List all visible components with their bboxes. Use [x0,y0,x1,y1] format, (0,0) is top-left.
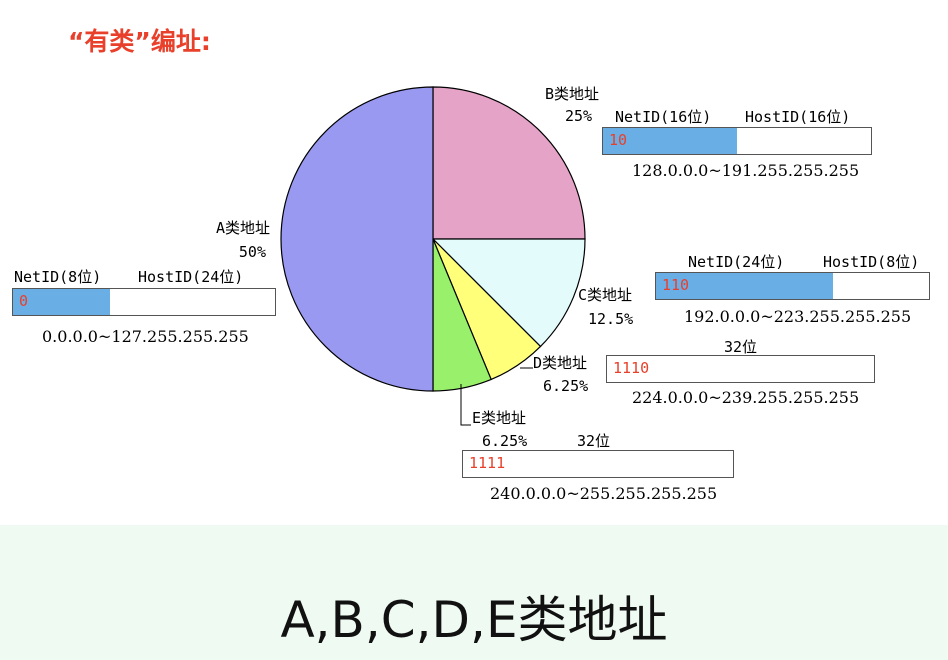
class-e-range: 240.0.0.0~255.255.255.255 [490,484,718,503]
slice-label-a: A类地址 [215,219,270,237]
class-c-prefix: 110 [662,276,690,294]
slice-label-d: D类地址 [533,354,588,372]
class-b-net-label: NetID(16位) [615,108,712,126]
slice-pct-c: 12.5% [588,310,634,328]
slice-label-e: E类地址 [472,409,527,427]
class-a-net-label: NetID(8位) [14,268,102,286]
caption: A,B,C,D,E类地址 [280,591,668,649]
class-c-range: 192.0.0.0~223.255.255.255 [684,307,912,326]
leader-e [460,384,471,426]
class-d-bits-label: 32位 [724,338,758,356]
class-d-prefix: 1110 [613,359,650,377]
slice-a [280,86,434,392]
class-a-prefix: 0 [19,292,29,310]
class-b-range: 128.0.0.0~191.255.255.255 [632,161,860,180]
slice-b [432,86,586,240]
heading: “有类”编址: [68,27,211,56]
class-b-prefix: 10 [609,131,628,149]
class-b-bar: 10 [602,127,872,155]
class-c-net-label: NetID(24位) [688,253,785,271]
class-e-bits-label: 32位 [577,432,611,450]
class-d-bar: 1110 [606,355,875,383]
class-a-bar: 0 [12,288,276,316]
class-a-host-label: HostID(24位) [138,268,244,286]
class-b-net-part [603,128,737,154]
slice-pct-a: 50% [238,243,266,261]
pie-chart [280,86,586,426]
class-b-host-label: HostID(16位) [745,108,851,126]
class-c-net-part [656,273,834,299]
class-a-range: 0.0.0.0~127.255.255.255 [42,327,249,346]
class-a-net-part [13,289,110,315]
slice-label-b: B类地址 [545,85,600,103]
class-d-range: 224.0.0.0~239.255.255.255 [632,388,860,407]
slice-pct-e: 6.25% [482,432,528,450]
class-c-bar: 110 [655,272,930,300]
class-e-bar: 1111 [462,450,734,478]
slice-label-c: C类地址 [578,286,633,304]
slice-pct-d: 6.25% [543,377,589,395]
slice-pct-b: 25% [565,107,593,125]
class-c-host-label: HostID(8位) [823,253,920,271]
slice-c [431,238,586,348]
class-e-prefix: 1111 [469,454,506,472]
